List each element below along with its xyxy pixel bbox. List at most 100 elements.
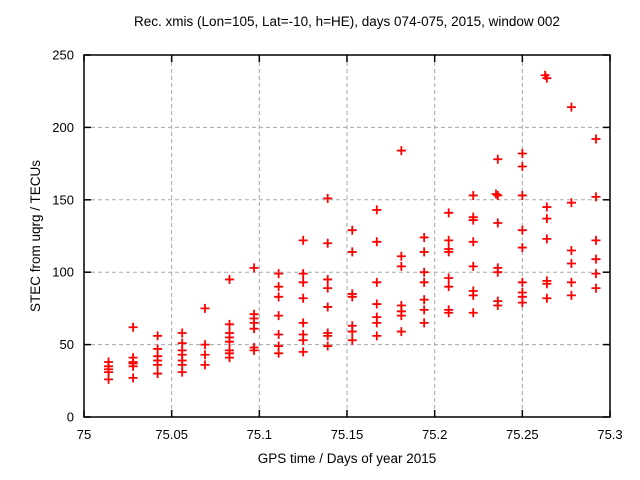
data-point-marker xyxy=(298,318,308,328)
data-point-marker xyxy=(396,327,406,337)
data-point-marker xyxy=(200,360,210,370)
x-tick-label: 75.2 xyxy=(422,427,447,442)
data-point-marker xyxy=(177,367,187,377)
data-point-marker xyxy=(591,192,601,202)
x-tick-labels: 75 75.05 75.1 75.15 75.2 75.25 75.3 xyxy=(77,427,623,442)
data-point-marker xyxy=(298,269,308,279)
data-point-marker xyxy=(517,243,527,253)
data-point-marker xyxy=(104,374,114,384)
data-point-marker xyxy=(396,146,406,156)
data-point-marker xyxy=(347,247,357,257)
data-point-marker xyxy=(372,299,382,309)
data-point-marker xyxy=(153,331,163,341)
data-point-marker xyxy=(298,277,308,287)
data-point-marker xyxy=(128,361,138,371)
data-point-marker xyxy=(298,347,308,357)
data-point-marker xyxy=(200,350,210,360)
data-point-marker xyxy=(128,373,138,383)
data-point-marker xyxy=(200,303,210,313)
x-tick-label: 75.1 xyxy=(247,427,272,442)
data-point-marker xyxy=(249,263,259,273)
x-axis-label: GPS time / Days of year 2015 xyxy=(257,451,437,466)
x-tick-label: 75.25 xyxy=(506,427,539,442)
data-point-marker xyxy=(493,190,503,200)
data-point-marker xyxy=(444,273,454,283)
data-point-marker xyxy=(372,318,382,328)
data-point-marker xyxy=(591,254,601,264)
x-tick-label: 75.15 xyxy=(331,427,364,442)
data-point-marker xyxy=(372,205,382,215)
data-point-marker xyxy=(493,301,503,311)
data-point-marker xyxy=(225,337,235,347)
data-point-marker xyxy=(323,341,333,351)
data-point-marker xyxy=(200,340,210,350)
data-point-marker xyxy=(419,277,429,287)
data-point-marker xyxy=(517,277,527,287)
data-point-marker xyxy=(542,279,552,289)
data-point-marker xyxy=(566,198,576,208)
data-point-marker xyxy=(491,189,501,199)
data-point-marker xyxy=(419,232,429,242)
data-point-marker xyxy=(372,331,382,341)
chart-title: Rec. xmis (Lon=105, Lat=-10, h=HE), days… xyxy=(134,14,560,29)
data-point-marker xyxy=(468,215,478,225)
data-point-marker xyxy=(591,283,601,293)
y-tick-label: 150 xyxy=(52,192,74,207)
data-point-marker xyxy=(274,269,284,279)
x-tick-label: 75.05 xyxy=(155,427,188,442)
x-tick-label: 75 xyxy=(77,427,91,442)
data-point-marker xyxy=(566,259,576,269)
data-point-marker xyxy=(323,302,333,312)
data-point-marker xyxy=(493,267,503,277)
y-tick-label: 50 xyxy=(60,337,74,352)
data-point-marker xyxy=(444,208,454,218)
data-point-marker xyxy=(249,345,259,355)
data-point-marker xyxy=(566,102,576,112)
grid-lines xyxy=(84,55,610,417)
data-point-marker xyxy=(493,218,503,228)
data-point-marker xyxy=(153,369,163,379)
data-point-marker xyxy=(444,247,454,257)
data-point-marker xyxy=(347,327,357,337)
data-point-marker xyxy=(298,293,308,303)
data-point-marker xyxy=(225,274,235,284)
data-point-marker xyxy=(419,267,429,277)
data-point-marker xyxy=(249,324,259,334)
data-point-marker xyxy=(468,237,478,247)
data-point-marker xyxy=(419,295,429,305)
y-tick-labels: 0 50 100 150 200 250 xyxy=(52,48,74,425)
data-point-marker xyxy=(468,190,478,200)
data-point-marker xyxy=(419,318,429,328)
data-point-marker xyxy=(517,298,527,308)
data-point-marker xyxy=(274,292,284,302)
data-point-marker xyxy=(468,261,478,271)
data-point-marker xyxy=(372,277,382,287)
data-point-marker xyxy=(396,311,406,321)
data-point-marker xyxy=(517,148,527,158)
data-point-marker xyxy=(323,238,333,248)
y-tick-label: 200 xyxy=(52,120,74,135)
data-point-marker xyxy=(323,331,333,341)
data-point-marker xyxy=(274,348,284,358)
data-point-marker xyxy=(444,282,454,292)
data-point-marker xyxy=(274,282,284,292)
data-point-marker xyxy=(298,335,308,345)
data-point-marker xyxy=(396,251,406,261)
data-point-marker xyxy=(396,261,406,271)
data-point-marker xyxy=(566,290,576,300)
data-point-marker xyxy=(591,269,601,279)
data-point-marker xyxy=(444,308,454,318)
data-points xyxy=(104,70,601,384)
data-point-marker xyxy=(419,305,429,315)
data-point-marker xyxy=(274,311,284,321)
data-point-marker xyxy=(225,353,235,363)
data-point-marker xyxy=(347,292,357,302)
y-tick-label: 250 xyxy=(52,48,74,63)
y-tick-label: 100 xyxy=(52,265,74,280)
data-point-marker xyxy=(274,329,284,339)
data-point-marker xyxy=(177,328,187,338)
data-point-marker xyxy=(542,293,552,303)
data-point-marker xyxy=(347,335,357,345)
data-point-marker xyxy=(517,161,527,171)
